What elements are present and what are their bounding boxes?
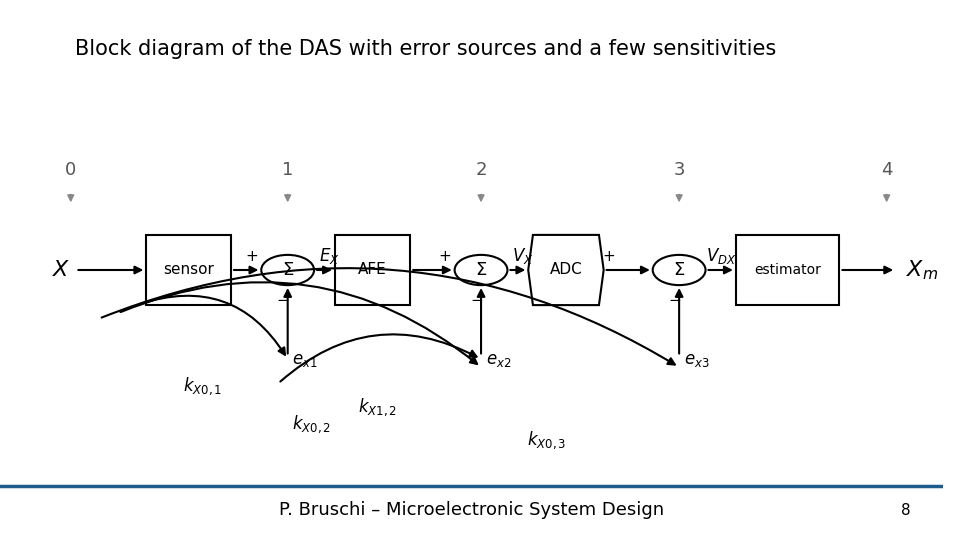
Text: 4: 4 <box>881 161 893 179</box>
Text: $e_{x1}$: $e_{x1}$ <box>293 351 318 369</box>
Text: +: + <box>602 249 614 264</box>
Text: P. Bruschi – Microelectronic System Design: P. Bruschi – Microelectronic System Desi… <box>279 501 664 519</box>
Text: $X$: $X$ <box>52 260 71 280</box>
Circle shape <box>653 255 706 285</box>
FancyBboxPatch shape <box>146 235 231 305</box>
Text: $E_X$: $E_X$ <box>319 246 340 267</box>
Text: sensor: sensor <box>163 262 214 278</box>
Text: Block diagram of the DAS with error sources and a few sensitivities: Block diagram of the DAS with error sour… <box>76 38 777 59</box>
Text: $k_{X0,3}$: $k_{X0,3}$ <box>527 429 566 451</box>
Text: $-$: $-$ <box>469 291 483 306</box>
Text: ADC: ADC <box>549 262 583 278</box>
Text: $\Sigma$: $\Sigma$ <box>475 261 487 279</box>
Text: 8: 8 <box>900 503 910 518</box>
Text: $V_X$: $V_X$ <box>513 246 534 267</box>
FancyBboxPatch shape <box>335 235 410 305</box>
Text: +: + <box>439 249 451 264</box>
Text: +: + <box>246 249 258 264</box>
Text: 0: 0 <box>65 161 77 179</box>
Text: estimator: estimator <box>755 263 821 277</box>
Text: $-$: $-$ <box>668 291 681 306</box>
Text: 2: 2 <box>475 161 487 179</box>
Text: $k_{X1,2}$: $k_{X1,2}$ <box>358 397 396 418</box>
Text: $k_{X0,1}$: $k_{X0,1}$ <box>183 375 223 397</box>
Text: $e_{x3}$: $e_{x3}$ <box>684 351 709 369</box>
Text: $-$: $-$ <box>276 291 290 306</box>
Text: AFE: AFE <box>358 262 387 278</box>
FancyBboxPatch shape <box>735 235 839 305</box>
Polygon shape <box>528 235 604 305</box>
Text: $\Sigma$: $\Sigma$ <box>281 261 294 279</box>
Text: $X_m$: $X_m$ <box>905 258 938 282</box>
Circle shape <box>261 255 314 285</box>
Text: $k_{X0,2}$: $k_{X0,2}$ <box>292 413 331 435</box>
Text: $e_{x2}$: $e_{x2}$ <box>486 351 511 369</box>
Circle shape <box>455 255 508 285</box>
Text: 3: 3 <box>673 161 684 179</box>
Text: 1: 1 <box>282 161 294 179</box>
Text: $V_{DX}$: $V_{DX}$ <box>706 246 736 267</box>
Text: $\Sigma$: $\Sigma$ <box>673 261 685 279</box>
